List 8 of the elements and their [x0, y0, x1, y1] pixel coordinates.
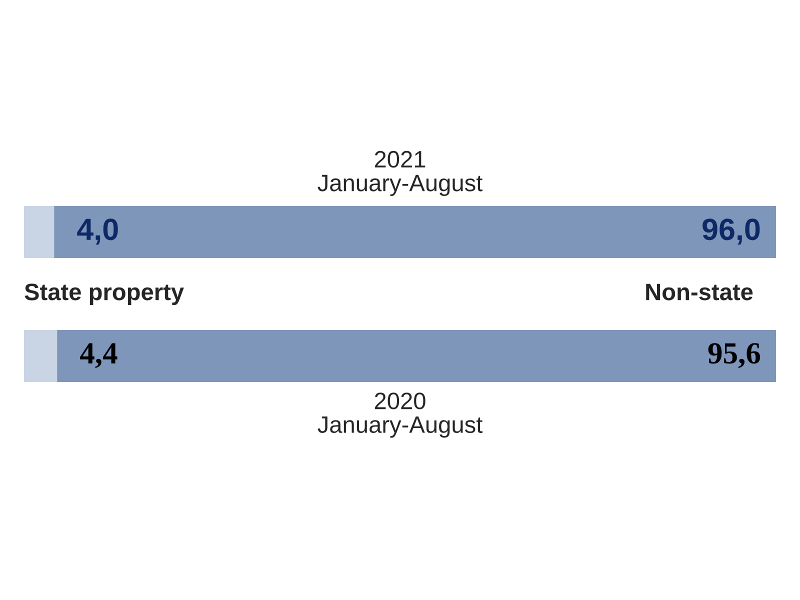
series-label: Non-state: [646, 284, 753, 300]
y-tick-label: 2021 January-August: [318, 150, 483, 196]
y-tick-label: 2020 January-August: [318, 392, 483, 438]
data-label: 96,0: [702, 218, 760, 245]
series-label: State property: [24, 284, 184, 306]
data-label: 4,0: [77, 218, 118, 245]
data-label: 95,6: [708, 343, 760, 368]
data-label: 4,4: [80, 343, 118, 368]
